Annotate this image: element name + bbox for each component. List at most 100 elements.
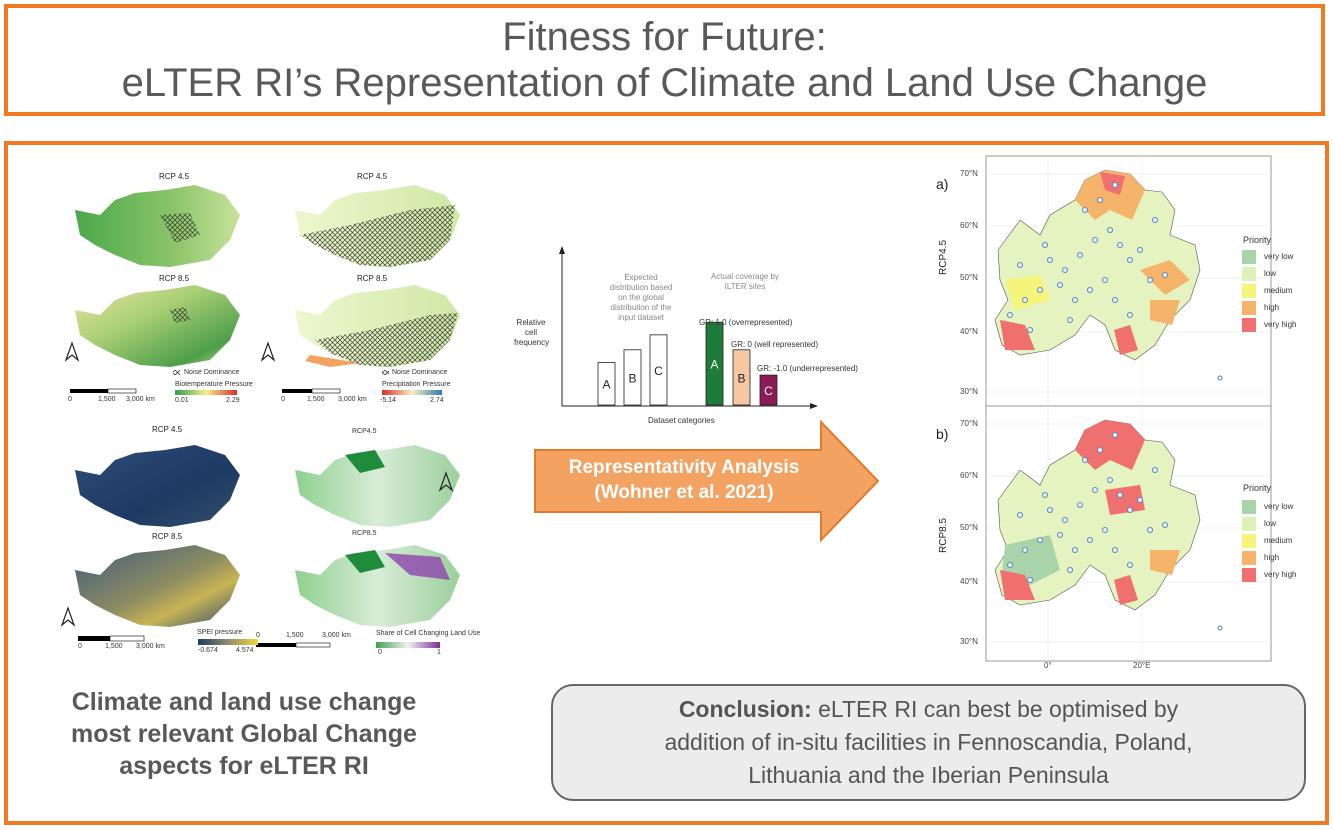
lat-tick: 70°N: [960, 419, 978, 428]
map-title: RCP 4.5: [152, 425, 183, 434]
site-marker: [1041, 491, 1048, 498]
site-marker: [1161, 521, 1168, 528]
legend-label: high: [1264, 553, 1280, 562]
map-landuse-rcp85: [295, 545, 460, 627]
content-panel: [4, 141, 1329, 825]
site-marker: [1136, 247, 1143, 254]
site-marker: [1091, 486, 1098, 493]
site-marker: [1007, 311, 1014, 318]
actual-bar: [759, 374, 778, 406]
legend-label: low: [1264, 519, 1277, 528]
map-title: RCP 8.5: [159, 274, 190, 283]
map-title: RCP 8.5: [357, 274, 388, 283]
site-marker: [1046, 506, 1053, 513]
legend-title: Priority: [1243, 235, 1272, 245]
legend-min: 0: [378, 649, 382, 656]
expected-bar: [623, 349, 642, 406]
site-marker: [1066, 566, 1073, 573]
gr-diagram: A B C A B C: [559, 246, 818, 409]
actual-bar-label: B: [737, 371, 745, 385]
noise-label: Noise Dominance: [392, 369, 448, 376]
site-marker: [1096, 446, 1103, 453]
legend-biotemp-bar: [175, 390, 237, 395]
site-marker: [1046, 257, 1053, 264]
site-marker: [1056, 281, 1063, 288]
map-title: RCP8.5: [352, 530, 377, 537]
site-marker: [1151, 466, 1158, 473]
lat-tick: 50°N: [960, 273, 978, 282]
map-precip-rcp45: [295, 185, 460, 267]
site-marker: [1086, 286, 1093, 293]
site-marker: [1111, 546, 1118, 553]
site-marker: [1126, 561, 1133, 568]
lat-tick: 40°N: [960, 577, 978, 586]
site-marker: [1061, 516, 1068, 523]
expected-bar-label: C: [654, 364, 663, 378]
site-marker: [1017, 262, 1024, 269]
map-title: RCP4.5: [352, 428, 377, 435]
lat-tick: 60°N: [960, 471, 978, 480]
scale-bar: [70, 388, 137, 394]
panel-ylabel-a: RCP4.5: [938, 239, 949, 275]
site-marker: [1007, 561, 1014, 568]
legend-label: very high: [1264, 320, 1297, 329]
conclusion-text: Lithuania and the Iberian Peninsula: [748, 762, 1109, 788]
legend-max: 4.574: [236, 647, 254, 654]
gr-label-a: GR: 1.0 (overrepresented): [699, 318, 793, 327]
legend-min: -0.674: [198, 647, 218, 654]
conclusion-text: addition of in-situ facilities in Fennos…: [664, 729, 1193, 755]
site-marker: [1151, 217, 1158, 224]
site-marker: [1161, 272, 1168, 279]
legend-swatch: [1242, 534, 1256, 548]
arrow-label: Representativity Analysis (Wohner et al. …: [568, 457, 800, 503]
scale-tick: 1,500: [98, 396, 116, 403]
expected-bar-label: B: [628, 371, 636, 385]
north-arrow-icon: [60, 606, 76, 627]
lat-tick: 30°N: [960, 637, 978, 646]
x-axis-arrow-icon: [810, 403, 818, 409]
scale-bar: [282, 388, 341, 394]
legend-title: Biotemperature Pressure: [175, 381, 253, 388]
title-line-1: Fitness for Future:: [502, 15, 827, 59]
y-axis-arrow-icon: [559, 246, 565, 254]
expected-bar: [649, 334, 668, 406]
legend-swatch: [1242, 250, 1256, 264]
site-marker: [1017, 511, 1024, 518]
legend-label: medium: [1264, 286, 1293, 295]
site-marker: [1036, 536, 1043, 543]
legend-spei-bar: [198, 639, 258, 645]
site-marker: [1056, 531, 1063, 538]
legend-label: medium: [1264, 536, 1293, 545]
panel-tag-a: a): [936, 176, 949, 192]
conclusion-text: eLTER RI can best be optimised by: [811, 696, 1179, 722]
actual-bar: [732, 349, 751, 406]
actual-note: Actual coverage by ILTER sites: [710, 272, 780, 291]
site-marker: [1101, 277, 1108, 284]
site-marker: [1066, 316, 1073, 323]
priority-map-rcp85: [994, 419, 1201, 611]
site-marker: [1126, 257, 1133, 264]
expected-bar-label: A: [602, 378, 610, 392]
north-arrow-icon: [438, 471, 454, 492]
scale-tick: 1,500: [307, 396, 325, 403]
site-marker: [1126, 506, 1133, 513]
site-marker: [1111, 182, 1118, 189]
legend-label: very low: [1264, 252, 1294, 261]
map-title: RCP 4.5: [357, 172, 388, 181]
legend-max: 2.74: [430, 397, 444, 404]
site-marker: [1116, 491, 1123, 498]
legend-landuse-bar: [376, 642, 440, 648]
legend-title: Precipitation Pressure: [382, 381, 451, 388]
site-marker: [1027, 326, 1034, 333]
lat-tick: 30°N: [960, 387, 978, 396]
site-marker: [1111, 431, 1118, 438]
y-axis-label: Relative cell frequency: [514, 318, 550, 347]
map-title: RCP 4.5: [159, 172, 190, 181]
site-marker: [1146, 277, 1153, 284]
site-marker: [1136, 496, 1143, 503]
map-landuse-rcp45: [295, 445, 460, 527]
site-marker: [1116, 242, 1123, 249]
legend-title: Share of Cell Changing Land Use: [376, 630, 481, 637]
analysis-arrow: [534, 420, 880, 542]
noise-label: Noise Dominance: [184, 369, 240, 376]
